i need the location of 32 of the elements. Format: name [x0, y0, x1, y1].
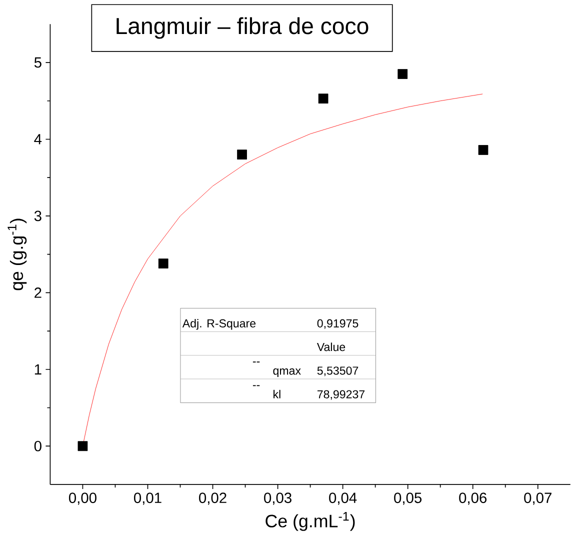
y-tick-label: 5	[34, 58, 42, 68]
x-tick-label: 0,00	[68, 492, 96, 505]
x-tick-label: 0,04	[329, 492, 357, 505]
y-tick-label: 1	[34, 364, 42, 375]
y-tick-label: 0	[34, 441, 42, 452]
point	[398, 69, 408, 80]
point	[478, 145, 488, 156]
y-tick-label: 2	[34, 288, 42, 298]
x-tick-label: 0,01	[134, 492, 162, 505]
x-tick-label: 0,06	[459, 492, 487, 505]
annotation: 78,99237	[317, 390, 365, 400]
y-tick-label: 3	[34, 210, 42, 222]
annotation: qmax	[273, 368, 301, 378]
point	[237, 150, 247, 160]
point	[318, 94, 328, 104]
annotation: 5,53507	[317, 366, 358, 376]
annotation: 0,91975	[317, 319, 358, 330]
x-tick-label: 0,07	[524, 492, 552, 505]
y-tick-label: 4	[34, 134, 42, 144]
x-tick-label: 0,05	[394, 492, 422, 505]
point	[158, 258, 168, 269]
x-tick-label: 0,02	[199, 492, 226, 505]
annotation: --	[252, 385, 260, 386]
annotation: Adj. R-Square	[182, 319, 256, 330]
chart-title: Langmuir – fibra de coco	[116, 17, 368, 39]
x-axis-title: Ce (g.mL$^{-1}$)	[266, 512, 355, 532]
x-tick-label: 0,03	[264, 492, 292, 505]
annotation: kl	[274, 390, 280, 398]
point	[78, 441, 88, 452]
y-axis-title: qe (g.g$^{-1}$)	[8, 218, 27, 290]
annotation: Value	[316, 342, 346, 352]
annotation: --	[252, 362, 260, 363]
